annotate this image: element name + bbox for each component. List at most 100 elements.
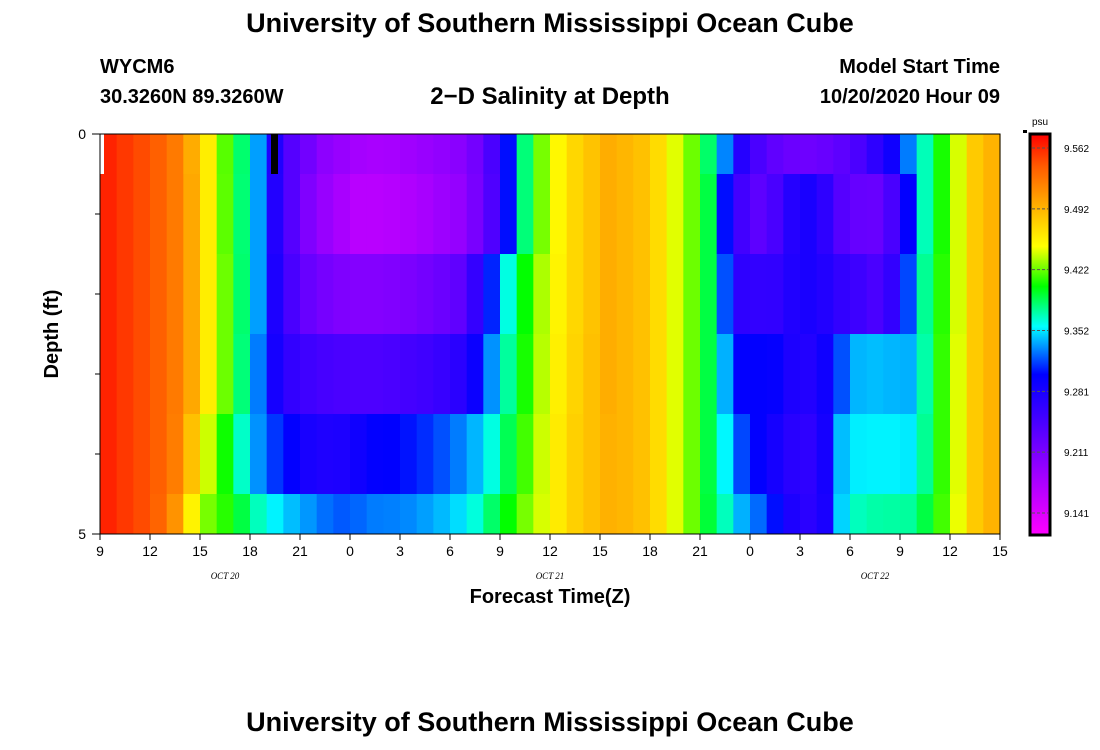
heatmap-cell	[116, 334, 134, 415]
heatmap-cell	[333, 414, 351, 495]
heatmap-cell	[466, 134, 484, 175]
heatmap-cell	[866, 414, 884, 495]
heatmap-cell	[483, 254, 501, 335]
heatmap-cell	[933, 334, 951, 415]
heatmap-cell	[750, 254, 768, 335]
heatmap-cell	[833, 414, 851, 495]
heatmap-cell	[233, 334, 251, 415]
heatmap-cell	[150, 254, 168, 335]
heatmap-cell	[600, 334, 618, 415]
heatmap-cell	[100, 334, 118, 415]
heatmap-cell	[200, 134, 218, 175]
heatmap-cell	[850, 414, 868, 495]
heatmap-cell	[400, 494, 418, 535]
heatmap-cell	[583, 334, 601, 415]
heatmap-cell	[100, 174, 118, 255]
heatmap-cell	[566, 254, 584, 335]
heatmap-cell	[783, 134, 801, 175]
heatmap-cell	[750, 174, 768, 255]
heatmap-cell	[400, 414, 418, 495]
heatmap-cell	[316, 414, 334, 495]
x-date-label: OCT 22	[861, 571, 890, 581]
heatmap-cell	[616, 134, 634, 175]
x-tick-label: 6	[446, 543, 454, 559]
heatmap-cell	[900, 334, 918, 415]
heatmap-cell	[116, 174, 134, 255]
heatmap-cell	[150, 414, 168, 495]
heatmap-cell	[916, 414, 934, 495]
dataset-id-bar	[1023, 130, 1027, 133]
heatmap-cell	[516, 134, 534, 175]
heatmap-cell	[266, 414, 284, 495]
x-tick-label: 12	[142, 543, 158, 559]
heatmap-cell	[683, 494, 701, 535]
x-tick-label: 9	[496, 543, 504, 559]
heatmap-cell	[800, 334, 818, 415]
heatmap-cell	[316, 174, 334, 255]
heatmap-cell	[966, 494, 984, 535]
y-axis-label: Depth (ft)	[41, 290, 63, 379]
heatmap-cell	[266, 494, 284, 535]
heatmap-cell	[283, 414, 301, 495]
heatmap-cell	[383, 254, 401, 335]
heatmap-cell	[950, 254, 968, 335]
colorbar: psu 9.562 9.492 9.422 9.352 9.281 9.211 9.141	[1028, 117, 1089, 537]
x-tick-label: 6	[846, 543, 854, 559]
x-date-label: OCT 20	[211, 571, 240, 581]
heatmap-cell	[266, 174, 284, 255]
heatmap-cell	[966, 174, 984, 255]
heatmap-cell	[283, 254, 301, 335]
colorbar-ticks: 9.562 9.492 9.422 9.352 9.281 9.211 9.141	[1032, 144, 1089, 520]
model-start-marker	[100, 134, 104, 174]
colorbar-tick-label: 9.562	[1064, 144, 1089, 155]
heatmap-cell	[900, 254, 918, 335]
heatmap-cell	[600, 134, 618, 175]
heatmap-cell	[900, 134, 918, 175]
heatmap-cell	[433, 414, 451, 495]
colorbar-tick-label: 9.422	[1064, 266, 1089, 277]
page-title: University of Southern Mississippi Ocean…	[246, 8, 854, 38]
heatmap-cell	[516, 414, 534, 495]
heatmap-cell	[300, 254, 318, 335]
heatmap-cell	[616, 254, 634, 335]
heatmap-cell	[233, 414, 251, 495]
heatmap-cell	[583, 254, 601, 335]
heatmap-cell	[850, 334, 868, 415]
heatmap-cell	[833, 174, 851, 255]
heatmap-cell	[300, 134, 318, 175]
heatmap-cell	[183, 494, 201, 535]
heatmap-cell	[850, 174, 868, 255]
heatmap-cell	[500, 174, 518, 255]
heatmap-cell	[966, 134, 984, 175]
heatmap-cell	[183, 414, 201, 495]
heatmap-cell	[933, 174, 951, 255]
x-tick-label: 18	[642, 543, 658, 559]
heatmap-cell	[733, 254, 751, 335]
x-tick-label: 9	[896, 543, 904, 559]
heatmap-cell	[966, 254, 984, 335]
heatmap-cell	[400, 134, 418, 175]
heatmap-cell	[366, 414, 384, 495]
heatmap-cell	[750, 494, 768, 535]
heatmap-cell	[683, 334, 701, 415]
heatmap-cell	[333, 174, 351, 255]
heatmap-cell	[316, 334, 334, 415]
heatmap-cell	[616, 174, 634, 255]
heatmap-cell	[500, 134, 518, 175]
heatmap-cell	[866, 174, 884, 255]
x-tick-label: 0	[346, 543, 354, 559]
heatmap-cell	[600, 254, 618, 335]
heatmap-cell	[800, 134, 818, 175]
heatmap-cell	[750, 134, 768, 175]
heatmap-cell	[733, 334, 751, 415]
heatmap-cell	[950, 494, 968, 535]
heatmap-cell	[633, 134, 651, 175]
heatmap-cell	[633, 494, 651, 535]
heatmap-cell	[366, 174, 384, 255]
heatmap-cell	[333, 494, 351, 535]
heatmap-cell	[316, 134, 334, 175]
heatmap-cell	[533, 494, 551, 535]
heatmap-cell	[433, 334, 451, 415]
x-tick-label: 15	[592, 543, 608, 559]
